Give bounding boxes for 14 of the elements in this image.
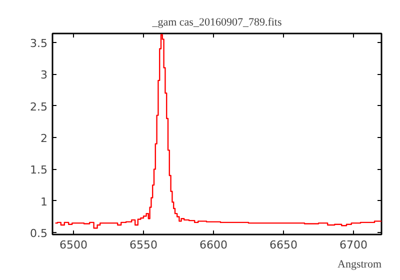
y-tick-label: 3.5 <box>30 36 48 50</box>
y-tick-label: 3 <box>40 68 48 82</box>
x-tick-label: 6600 <box>200 238 228 252</box>
x-axis-title: Angstrom <box>338 258 382 270</box>
chart-title: _gam cas_20160907_789.fits <box>151 16 282 28</box>
x-tick-label: 6500 <box>60 238 88 252</box>
y-tick-label: 1 <box>40 195 48 208</box>
y-tick-label: 0.5 <box>30 227 48 240</box>
y-tick-label: 2.5 <box>30 100 48 114</box>
x-tick-label: 6550 <box>130 238 158 252</box>
x-tick-label: 6650 <box>270 238 298 252</box>
y-tick-label: 1.5 <box>30 164 48 177</box>
y-tick-label: 2 <box>40 132 48 145</box>
x-tick-label: 6700 <box>340 238 368 252</box>
